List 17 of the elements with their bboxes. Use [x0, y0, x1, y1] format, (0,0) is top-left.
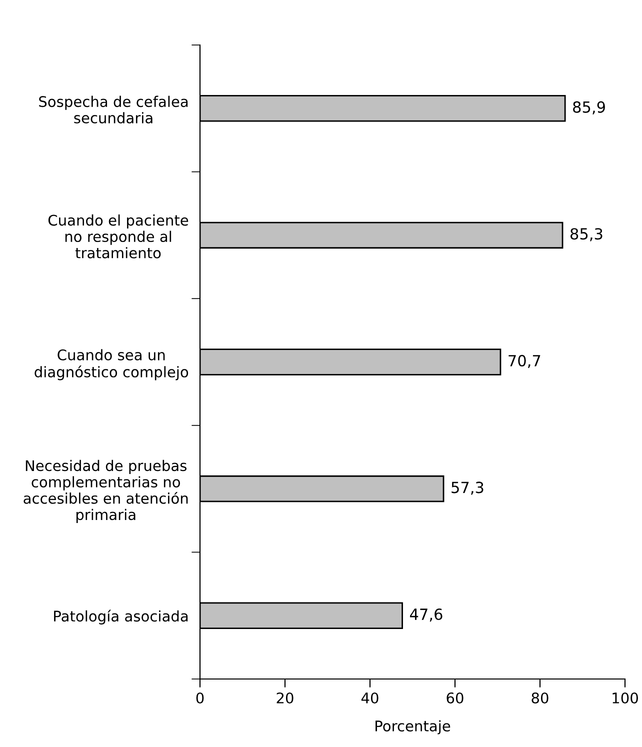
x-tick-label: 80 — [532, 692, 548, 704]
x-tick-label: 60 — [446, 692, 464, 704]
x-axis-title: Porcentaje — [376, 720, 450, 734]
data-label: 57,3 — [452, 482, 484, 495]
y-tick-label: Cuando sea un diagnóstico complejo — [34, 349, 188, 380]
x-tick-label: 0 — [196, 692, 204, 704]
y-tick-label: Necesidad de pruebas complementarias no accesibles en atención primaria — [24, 460, 188, 523]
y-tick-label: Cuando el paciente no responde al tratamiento — [48, 214, 188, 258]
y-tick-label: Patología asociada — [54, 610, 188, 624]
data-label: 85,9 — [573, 101, 605, 114]
data-label: 47,6 — [410, 608, 442, 622]
y-tick-label: Sospecha de cefalea secundaria — [39, 96, 188, 124]
x-tick-label: 20 — [276, 692, 294, 704]
data-label: 85,3 — [570, 228, 602, 242]
data-label: 70,7 — [508, 354, 540, 368]
x-tick-label: 40 — [361, 692, 378, 704]
x-tick-label: 100 — [612, 692, 638, 704]
